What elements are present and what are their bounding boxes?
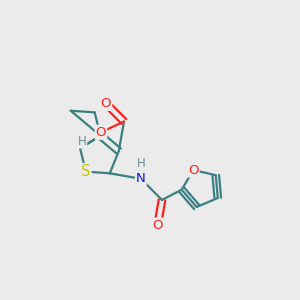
Text: S: S [81, 164, 91, 179]
Text: N: N [136, 172, 146, 185]
Text: O: O [96, 126, 106, 139]
Text: H: H [77, 135, 86, 148]
Text: O: O [152, 219, 163, 232]
Text: O: O [101, 97, 111, 110]
Text: O: O [188, 164, 199, 176]
Text: H: H [136, 157, 145, 170]
